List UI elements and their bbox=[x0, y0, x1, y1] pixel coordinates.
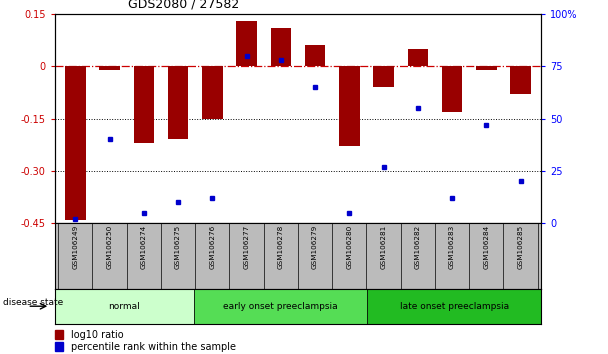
Text: late onset preeclampsia: late onset preeclampsia bbox=[399, 302, 509, 311]
Bar bbox=[367, 289, 541, 324]
Bar bbox=[271, 28, 291, 67]
Bar bbox=[442, 67, 462, 112]
Text: log10 ratio: log10 ratio bbox=[71, 330, 123, 340]
Text: GSM106284: GSM106284 bbox=[483, 225, 489, 269]
Bar bbox=[55, 342, 63, 351]
Text: normal: normal bbox=[108, 302, 140, 311]
Bar bbox=[134, 67, 154, 143]
Bar bbox=[55, 289, 194, 324]
Bar bbox=[202, 67, 223, 119]
Text: GSM106250: GSM106250 bbox=[106, 225, 112, 269]
Bar bbox=[168, 67, 188, 139]
Text: GSM106279: GSM106279 bbox=[312, 225, 318, 269]
Text: early onset preeclampsia: early onset preeclampsia bbox=[223, 302, 338, 311]
Bar bbox=[407, 49, 428, 67]
Bar bbox=[237, 21, 257, 67]
Text: GSM106274: GSM106274 bbox=[141, 225, 147, 269]
Bar bbox=[305, 46, 325, 67]
Bar bbox=[65, 67, 86, 219]
Bar bbox=[476, 67, 497, 70]
Text: GSM106275: GSM106275 bbox=[175, 225, 181, 269]
Text: GDS2080 / 27582: GDS2080 / 27582 bbox=[128, 0, 239, 11]
Text: GSM106285: GSM106285 bbox=[517, 225, 523, 269]
Text: GSM106283: GSM106283 bbox=[449, 225, 455, 269]
Text: GSM106277: GSM106277 bbox=[244, 225, 249, 269]
Bar bbox=[510, 67, 531, 94]
Text: disease state: disease state bbox=[3, 298, 63, 307]
Text: GSM106280: GSM106280 bbox=[347, 225, 352, 269]
Bar bbox=[373, 67, 394, 87]
Bar bbox=[99, 67, 120, 70]
Text: GSM106278: GSM106278 bbox=[278, 225, 284, 269]
Text: GSM106281: GSM106281 bbox=[381, 225, 387, 269]
Text: GSM106282: GSM106282 bbox=[415, 225, 421, 269]
Text: GSM106249: GSM106249 bbox=[72, 225, 78, 269]
Text: percentile rank within the sample: percentile rank within the sample bbox=[71, 342, 236, 352]
Bar bbox=[339, 67, 359, 147]
Bar bbox=[55, 330, 63, 339]
Text: GSM106276: GSM106276 bbox=[209, 225, 215, 269]
Bar bbox=[194, 289, 367, 324]
